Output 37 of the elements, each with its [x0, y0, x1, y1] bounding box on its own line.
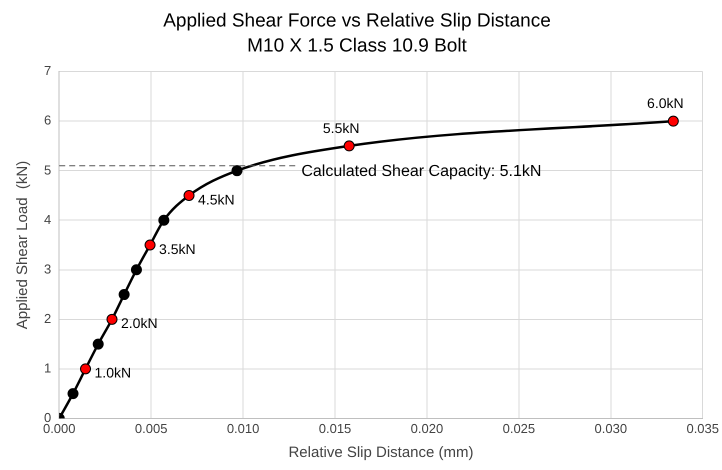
- data-label: 2.0kN: [120, 315, 158, 332]
- x-tick-label: 0.005: [134, 420, 168, 436]
- chart-subtitle: M10 X 1.5 Class 10.9 Bolt: [247, 35, 468, 56]
- y-tick-label: 7: [44, 63, 52, 78]
- point: [68, 388, 79, 400]
- x-tick-label: 0.035: [686, 420, 720, 436]
- y-tick-label: 1: [44, 360, 52, 376]
- point: [344, 140, 355, 152]
- x-axis-title: Relative Slip Distance (mm): [288, 444, 474, 462]
- data-label: 4.5kN: [198, 191, 235, 208]
- data-label: 5.5kN: [322, 120, 360, 136]
- y-tick-label: 6: [44, 112, 52, 128]
- x-tick-label: 0.010: [226, 420, 260, 436]
- point: [80, 363, 92, 374]
- y-tick-label: 3: [44, 261, 52, 276]
- point: [106, 314, 118, 325]
- point: [184, 190, 195, 201]
- x-tick-label: 0.030: [594, 420, 628, 436]
- data-label: 6.0kN: [647, 95, 684, 111]
- point: [232, 165, 243, 176]
- y-tick-label: 4: [44, 212, 52, 227]
- point: [668, 116, 679, 127]
- y-tick-label: 2: [44, 310, 52, 326]
- ref-line-label: Calculated Shear Capacity: 5.1kN: [301, 163, 542, 180]
- point: [158, 214, 170, 226]
- data-label: 1.0kN: [94, 364, 132, 381]
- x-tick-label: 0.020: [410, 420, 444, 436]
- x-tick-label: 0.015: [318, 420, 352, 436]
- x-tick-label: 0.025: [502, 420, 536, 436]
- data-label: 3.5kN: [159, 240, 196, 257]
- point: [92, 338, 104, 350]
- point: [144, 240, 156, 250]
- y-tick-label: 5: [44, 162, 52, 178]
- point: [130, 264, 142, 276]
- point: [118, 289, 130, 300]
- y-axis-title: Applied Shear Load (kN): [14, 160, 32, 330]
- chart-title: Applied Shear Force vs Relative Slip Distance: [163, 10, 551, 32]
